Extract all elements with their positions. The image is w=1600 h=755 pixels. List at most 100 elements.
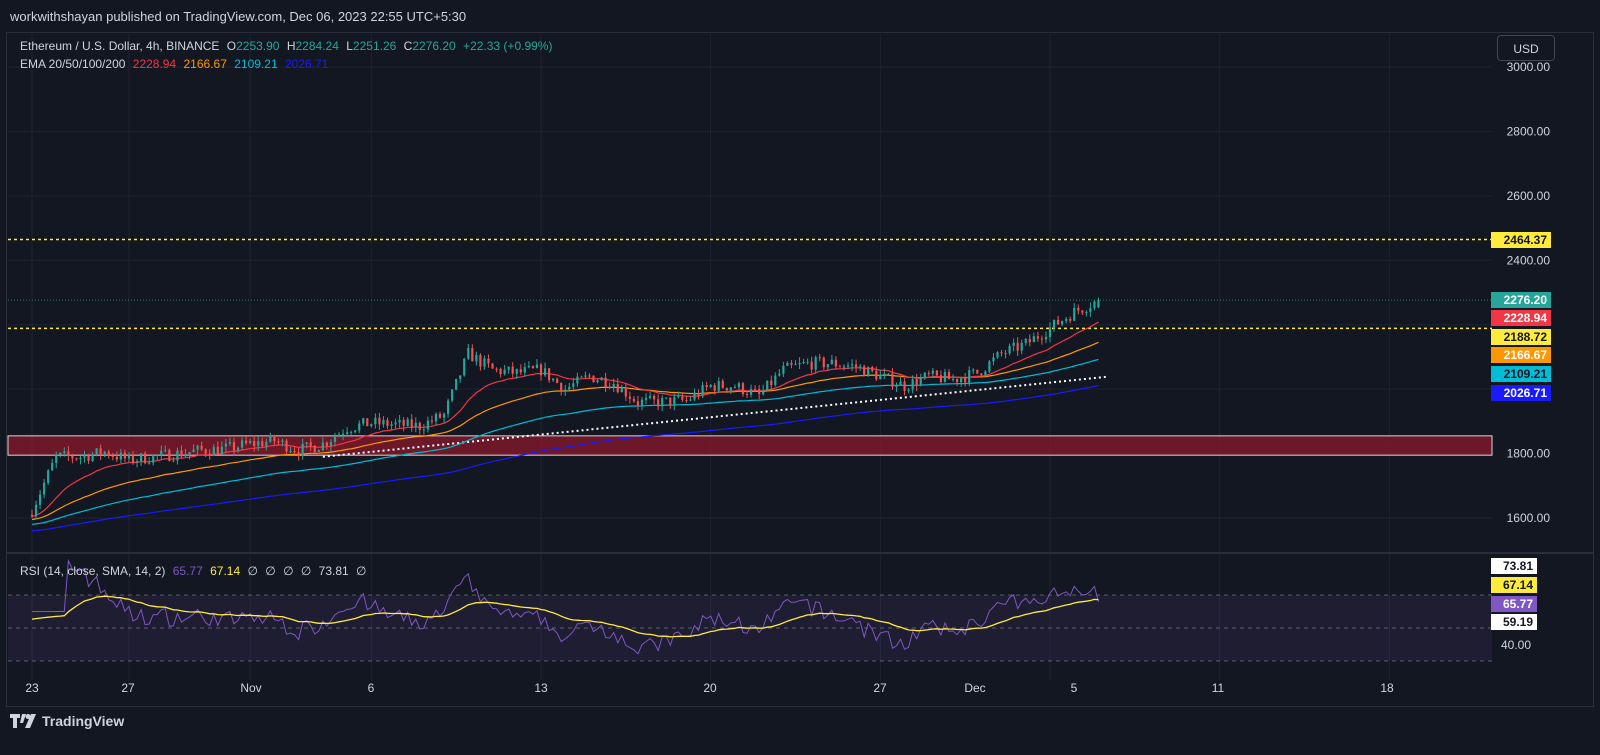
candle-body [1028,338,1031,343]
candle-body [677,396,680,398]
candle-body [228,442,232,444]
candle-body [1093,301,1096,309]
candle-body [770,380,773,386]
candle-body [697,392,700,397]
candle-body [317,450,320,453]
ema-label: EMA 20/50/100/200 [20,57,126,71]
candle-body [467,347,470,359]
candle-body [1044,336,1048,340]
candle-body [539,364,543,376]
candle-body [604,377,607,387]
candle-body [1097,300,1100,308]
candle-body [220,446,223,455]
candle-body [762,390,765,394]
candle-body [152,455,155,463]
candle-body [519,369,522,373]
candle-body [927,372,930,374]
tradingview-footer: TradingView [10,711,124,731]
candle-body [875,370,878,380]
candle-body [261,441,264,447]
candle-body [891,373,894,388]
price-axis-label: 1800.00 [1507,447,1551,461]
rsi-tag-59: 59.19 [1503,615,1533,629]
candle-body [600,377,603,381]
candle-body [576,376,579,384]
price-axis-label: 2600.00 [1507,189,1551,203]
candle-body [1000,352,1003,354]
candle-body [285,440,288,452]
candle-body [636,401,640,406]
candle-body [693,392,696,400]
candle-body [903,381,906,391]
candle-body [345,432,349,434]
candle-body [257,441,260,446]
candle-body [741,383,745,395]
resistance-price-tag: 2464.37 [1504,233,1548,247]
candle-body [810,361,813,370]
candle-body [806,361,809,363]
candle-body [30,514,34,517]
candle-body [960,378,963,383]
candle-body [681,396,684,400]
candle-body [798,362,801,365]
candle-body [51,462,54,471]
time-axis-label: 18 [1380,681,1394,695]
symbol-name: Ethereum / U.S. Dollar, 4h, BINANCE [20,39,220,53]
ema50-price-tag: 2166.67 [1504,348,1548,362]
candle-body [309,442,312,446]
rsi-sma-line [31,595,1099,638]
candle-body [624,387,627,397]
candle-body [596,380,599,383]
time-axis-label: 5 [1071,681,1078,695]
candle-body [947,372,951,380]
candle-body [83,455,86,458]
candle-body [568,386,571,390]
rsi-tag-67-bg [1491,577,1537,593]
candle-body [737,383,741,388]
candle-body [592,375,595,383]
candle-body [689,399,692,401]
candle-body [923,372,926,378]
candle-body [616,383,619,393]
candle-body [402,419,405,426]
candle-body [422,429,425,431]
candle-body [103,451,106,455]
candle-body [1089,308,1092,312]
support-line-price-tag: 2188.72 [1504,330,1548,344]
time-axis-label: 20 [703,681,717,695]
candle-body [495,368,498,370]
candle-body [729,387,732,391]
candle-body [766,380,769,391]
rsi-label: RSI (14, close, SMA, 14, 2) [20,564,166,578]
candle-body [1065,318,1068,322]
currency-button[interactable]: USD [1497,35,1555,61]
close-label: C [403,39,413,53]
candle-body [253,441,256,446]
candle-body [899,381,902,386]
candle-body [790,362,793,365]
candle-body [115,456,118,460]
ema200-price-tag-bg [1491,385,1551,401]
time-axis-label: 23 [25,681,39,695]
rsi-line [32,558,1099,655]
candle-body [378,417,381,425]
candle-body [63,451,66,453]
candle-body [867,367,870,376]
time-axis-label: 27 [121,681,135,695]
candle-body [1069,318,1072,321]
candle-body [527,366,530,368]
ema100-price-tag-bg [1491,366,1551,382]
candle-body [552,378,555,381]
candle-body [350,431,353,433]
candle-body [802,362,805,364]
candle-body [269,435,272,442]
close-value: 2276.20 [412,39,456,53]
candle-body [1020,342,1023,351]
candle-body [709,385,712,388]
ema50-line [31,341,1099,521]
rsi-extra-value: 73.81 [318,564,349,578]
rsi-tag-59-bg [1491,614,1537,630]
candle-body [236,447,240,451]
candle-body [854,364,858,368]
